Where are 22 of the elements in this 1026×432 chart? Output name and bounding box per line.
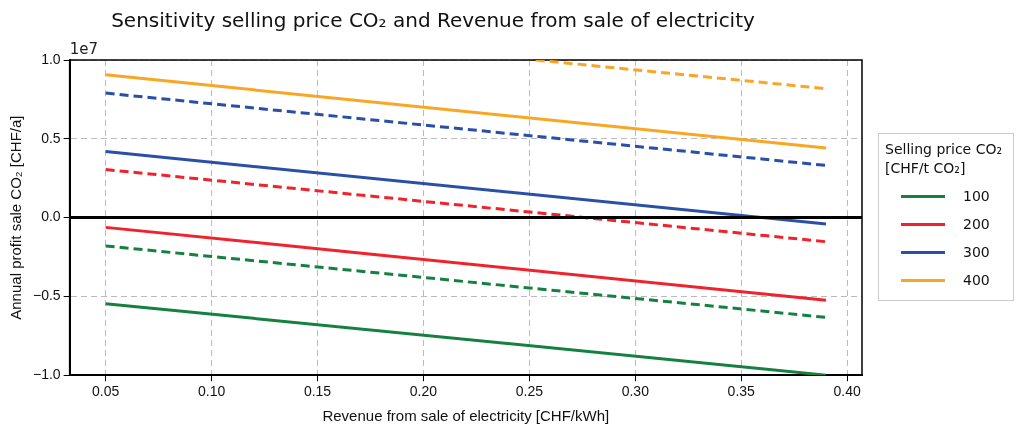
y-tick-label: 0.0: [41, 208, 61, 225]
x-tick-label: 0.25: [515, 383, 544, 400]
y-tick-label: −0.5: [33, 287, 61, 304]
y-tick-label: 0.5: [41, 129, 61, 146]
x-tick-label: 0.05: [92, 383, 120, 400]
x-tick-label: 0.35: [727, 383, 756, 400]
legend-label: 400: [963, 272, 990, 288]
legend-label: 200: [963, 216, 990, 232]
y-tick-label: −1.0: [33, 366, 61, 383]
text: 1e7: [69, 40, 98, 59]
y-axis-title: Annual profit sale CO₂ [CHF/a]: [7, 115, 25, 320]
legend-title: Selling price CO₂ [CHF/t CO₂]: [885, 140, 1004, 178]
x-tick-label: 0.20: [409, 383, 438, 400]
x-tick-label: 0.30: [621, 383, 650, 400]
y-tick-label: 1.0: [41, 50, 61, 67]
chart-title: Sensitivity selling price CO₂ and Revenue from sale of electricity: [111, 8, 756, 33]
x-axis-title: Revenue from sale of electricity [CHF/kWh]: [322, 407, 610, 425]
x-tick-label: 0.40: [833, 383, 862, 400]
x-tick-label: 0.15: [303, 383, 332, 400]
legend-label: 100: [963, 188, 990, 204]
x-tick-label: 0.10: [197, 383, 226, 400]
legend-label: 300: [963, 244, 990, 260]
